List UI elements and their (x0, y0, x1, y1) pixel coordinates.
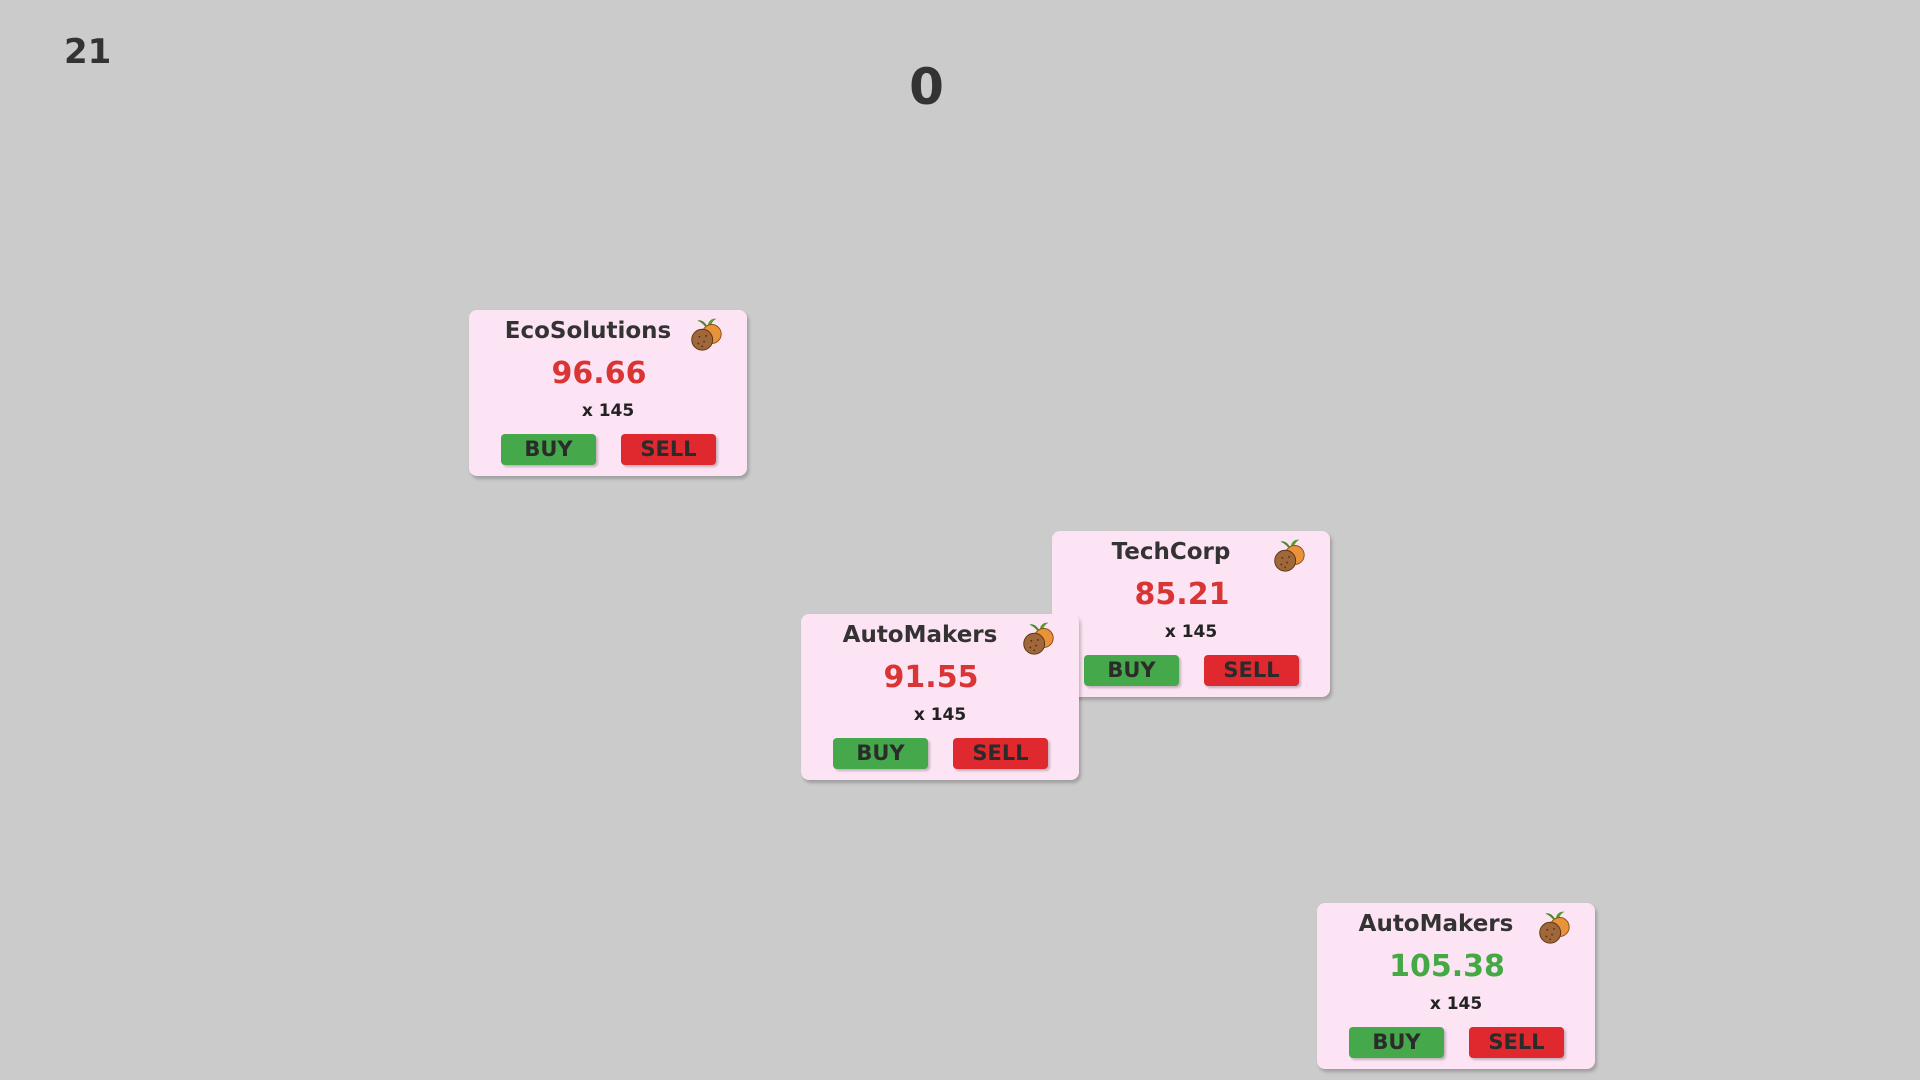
sell-button[interactable]: SELL (1469, 1027, 1564, 1058)
stock-quantity: x 145 (913, 705, 967, 725)
stock-price: 105.38 (1389, 949, 1505, 984)
buy-button[interactable]: BUY (1084, 655, 1179, 686)
buy-button[interactable]: BUY (833, 738, 928, 769)
stock-card-automakers-2[interactable]: AutoMakers 105.38 x 145 BUY SELL (1317, 903, 1595, 1069)
stock-card-automakers[interactable]: AutoMakers 91.55 x 145 BUY SELL (801, 614, 1079, 780)
coconut-icon (691, 318, 722, 351)
coconut-icon (1539, 911, 1570, 944)
score: 0 (909, 58, 944, 116)
stock-name: AutoMakers (842, 622, 998, 648)
stock-name: TechCorp (1111, 539, 1231, 565)
buy-button[interactable]: BUY (1349, 1027, 1444, 1058)
stock-quantity: x 145 (1164, 622, 1218, 642)
stock-price: 85.21 (1134, 577, 1230, 612)
stock-card-ecosolutions[interactable]: EcoSolutions 96.66 x 145 BUY SELL (469, 310, 747, 476)
coconut-icon (1023, 622, 1054, 655)
stock-card-techcorp[interactable]: TechCorp 85.21 x 145 BUY SELL (1052, 531, 1330, 697)
coconut-icon (1274, 539, 1305, 572)
buy-button[interactable]: BUY (501, 434, 596, 465)
sell-button[interactable]: SELL (953, 738, 1048, 769)
sell-button[interactable]: SELL (1204, 655, 1299, 686)
sell-button[interactable]: SELL (621, 434, 716, 465)
stock-quantity: x 145 (581, 401, 635, 421)
stock-price: 96.66 (551, 356, 647, 391)
timer: 21 (64, 32, 112, 72)
stock-name: AutoMakers (1358, 911, 1514, 937)
stock-quantity: x 145 (1429, 994, 1483, 1014)
stock-price: 91.55 (883, 660, 979, 695)
stock-name: EcoSolutions (504, 318, 672, 344)
